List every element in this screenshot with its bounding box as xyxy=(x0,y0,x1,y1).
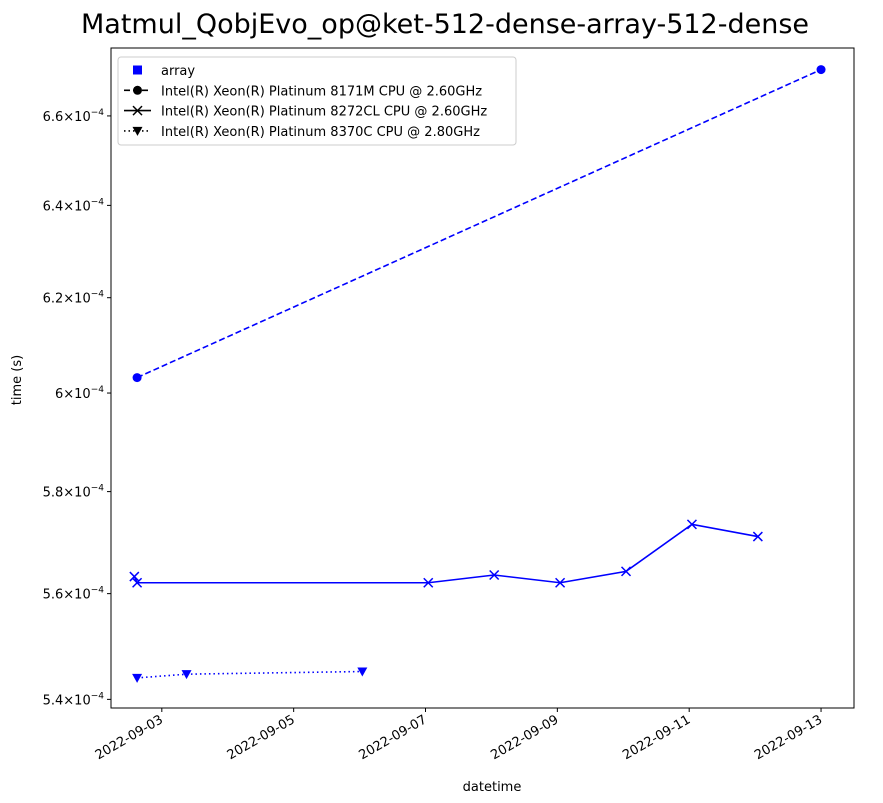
series-2 xyxy=(129,519,763,588)
x-axis: 2022-09-03 2022-09-05 2022-09-07 2022-09-09… xyxy=(93,708,825,763)
series-2-point-7 xyxy=(686,519,697,530)
legend-marker-4 xyxy=(132,126,143,136)
y-tick-label-6: 6.4×10−4 xyxy=(43,197,105,214)
legend: array Intel(R) Xeon(R) Platinum 8171M CPU… xyxy=(117,56,517,146)
legend-entry-3: Intel(R) Xeon(R) Platinum 8272CL CPU @ 2… xyxy=(124,105,487,120)
x-tick-label-4: 2022-09-09 xyxy=(488,712,561,763)
y-tick-label-3: 5.8×10−4 xyxy=(43,484,105,501)
series-2-point-5 xyxy=(555,577,566,588)
y-tick-label-5: 6.2×10−4 xyxy=(43,290,105,307)
x-tick-label-1: 2022-09-03 xyxy=(93,712,166,763)
y-tick-label-2: 5.6×10−4 xyxy=(43,586,105,603)
series-2-line xyxy=(133,523,759,584)
legend-label-4: Intel(R) Xeon(R) Platinum 8370C CPU @ 2.… xyxy=(161,125,480,140)
series-3-line xyxy=(137,670,363,679)
series-3-point-1 xyxy=(132,673,143,683)
legend-marker-3 xyxy=(132,105,143,116)
y-axis-label: time (s) xyxy=(10,355,25,405)
series-2-point-2 xyxy=(132,577,143,588)
series-2-point-4 xyxy=(489,569,500,581)
series-1-line xyxy=(136,68,822,379)
y-axis: 5.4×10−4 5.6×10−4 5.8×10−4 6×10−4 6.2×10−4 6.… xyxy=(43,108,111,708)
x-tick-label-6: 2022-09-13 xyxy=(752,712,825,763)
series-1-point-2 xyxy=(816,65,826,75)
series-2-point-8 xyxy=(752,531,763,542)
chart-title: Matmul_QobjEvo_op@ket-512-dense-array-51… xyxy=(81,9,809,40)
series-3-point-2 xyxy=(181,670,192,680)
legend-label-3: Intel(R) Xeon(R) Platinum 8272CL CPU @ 2… xyxy=(161,105,487,120)
y-tick-label-1: 5.4×10−4 xyxy=(43,691,105,708)
series-layer xyxy=(129,65,826,683)
legend-entry-1: array xyxy=(133,64,195,79)
legend-marker-1 xyxy=(133,65,142,75)
x-tick-label-5: 2022-09-11 xyxy=(620,712,693,763)
series-2-point-6 xyxy=(620,566,632,577)
series-2-point-1 xyxy=(129,571,140,582)
y-tick-label-4: 6×10−4 xyxy=(55,385,104,402)
legend-entry-2: Intel(R) Xeon(R) Platinum 8171M CPU @ 2.… xyxy=(124,84,482,99)
legend-label-1: array xyxy=(161,64,195,79)
legend-box xyxy=(117,56,517,146)
series-1 xyxy=(132,65,826,383)
y-tick-label-7: 6.6×10−4 xyxy=(43,108,105,125)
legend-marker-2 xyxy=(133,85,142,95)
series-1-point-1 xyxy=(132,373,142,383)
series-3-point-3 xyxy=(357,667,368,677)
x-tick-label-3: 2022-09-07 xyxy=(357,712,430,763)
series-3 xyxy=(132,667,368,683)
series-2-point-3 xyxy=(423,577,434,588)
legend-entry-4: Intel(R) Xeon(R) Platinum 8370C CPU @ 2.… xyxy=(124,125,480,140)
x-tick-label-2: 2022-09-05 xyxy=(225,712,298,763)
plot-frame xyxy=(110,47,855,709)
x-axis-label: datetime xyxy=(463,780,522,795)
legend-label-2: Intel(R) Xeon(R) Platinum 8171M CPU @ 2.… xyxy=(161,84,482,99)
